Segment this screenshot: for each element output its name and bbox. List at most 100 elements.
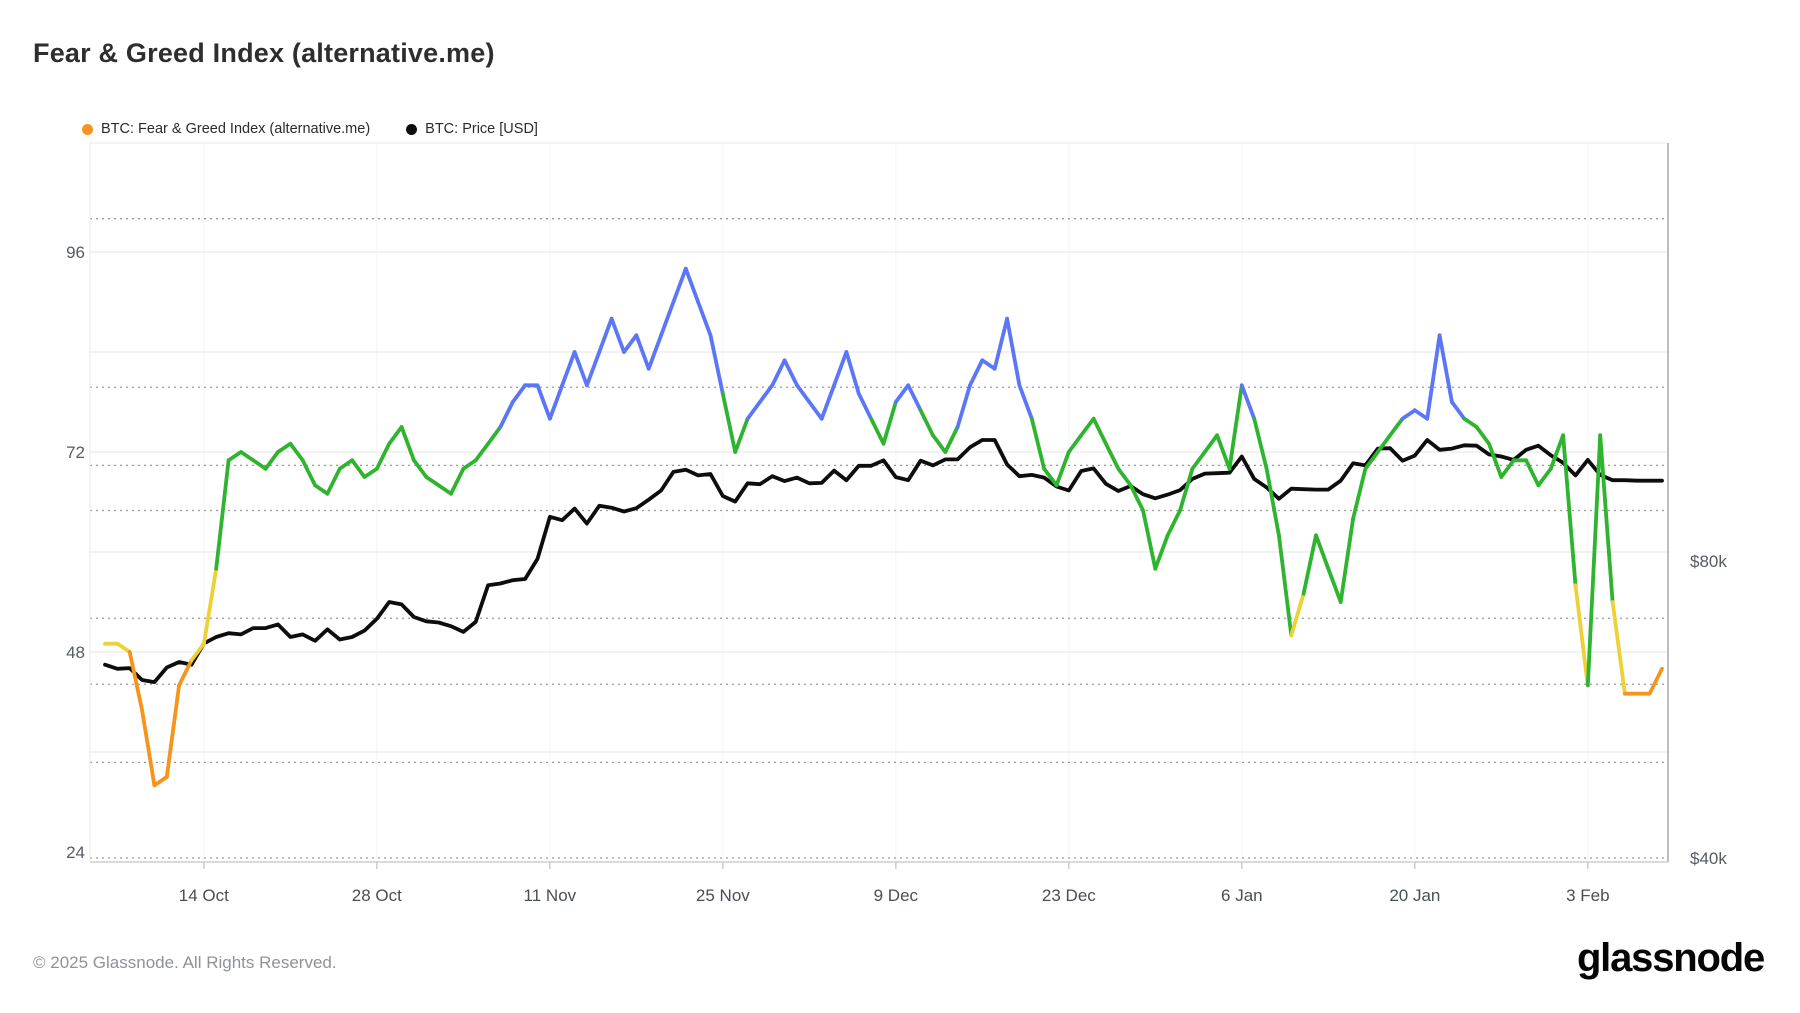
x-axis-label: 14 Oct [179,886,229,905]
fear-greed-segment [992,316,1009,371]
fear-greed-segment [1005,316,1022,388]
fear-greed-segment [856,391,873,421]
plot-border [89,142,1669,863]
fear-greed-segment [1474,425,1491,446]
y-axis-label-right: $40k [1690,849,1727,868]
fear-greed-segment [1178,466,1195,513]
fear-greed-segment [127,650,145,713]
fear-greed-segment [832,350,849,388]
fear-greed-segment [300,458,318,488]
page-title: Fear & Greed Index (alternative.me) [33,38,495,68]
fear-greed-segment [1264,466,1281,538]
fear-greed-segment [1462,416,1479,429]
fear-greed-segment [1301,533,1318,596]
y-axis-label-right: $80k [1690,552,1727,571]
fear-greed-segment [276,441,293,454]
legend-dot-icon [82,123,93,135]
fear-greed-segment [1239,383,1257,421]
copyright-text: © 2025 Glassnode. All Rights Reserved. [33,953,337,972]
fear-greed-segment [1153,533,1170,571]
fear-greed-segment [881,400,898,446]
fear-greed-segment [869,416,886,446]
fear-greed-segment [906,383,923,413]
fear-greed-segment [1548,433,1565,471]
fear-greed-segment [1412,408,1430,421]
y-axis-label-left: 72 [66,443,85,462]
legend-label: BTC: Fear & Greed Index (alternative.me) [101,121,371,137]
fear-greed-segment [214,458,231,571]
fear-greed-segment [745,400,762,421]
fear-greed-segment [1524,458,1541,488]
fear-greed-segment [1029,416,1046,471]
fear-greed-segment [980,358,997,371]
fear-greed-segment [931,433,948,454]
fear-greed-segment [1338,516,1355,604]
fear-greed-segment [486,425,503,446]
fear-greed-segment [770,358,787,388]
x-axis-label: 3 Feb [1566,886,1609,905]
fear-greed-segment [436,483,453,496]
x-axis-label: 25 Nov [696,886,750,905]
legend-dot-icon [406,123,418,135]
fear-greed-segment [238,450,256,463]
x-axis-label: 6 Jan [1221,886,1263,905]
fear-greed-segment [733,416,750,454]
fear-greed-segment [1425,333,1442,421]
fear-greed-segment [1165,508,1182,538]
fear-greed-segment [1277,533,1294,638]
fear-greed-segment [634,333,651,371]
x-axis-label: 28 Oct [352,886,402,905]
fear-greed-segment [560,350,577,388]
fear-greed-segment [1054,450,1071,488]
glassnode-logo[interactable]: glassnode [1576,936,1765,980]
fear-greed-segment [609,316,626,354]
fear-greed-segment [535,383,552,421]
fear-greed-segment [201,566,219,646]
fear-greed-segment [758,383,775,404]
fear-greed-segment [1215,433,1232,471]
fear-greed-segment [548,383,565,421]
fear-greed-segment [1487,441,1504,479]
y-axis-label-left: 96 [66,243,85,262]
legend-item-price[interactable]: BTC: Price [USD] [406,121,538,137]
fear-greed-segment [251,458,268,471]
fear-greed-segment [943,425,960,454]
fear-greed-segment [955,383,972,429]
fear-greed-segment [1079,416,1096,438]
legend-label: BTC: Price [USD] [425,121,538,137]
fear-greed-segment [337,458,355,471]
fear-greed-segment [362,466,379,479]
fear-greed-segment [1141,508,1158,571]
fear-greed-segment [1116,466,1133,488]
y-axis-label-left: 48 [66,643,85,662]
fear-greed-segment [782,358,799,388]
fear-greed-segment [1598,433,1615,604]
fear-greed-segment [1536,466,1553,488]
fear-greed-segment [585,350,602,388]
fear-greed-segment [659,300,676,338]
x-axis-label: 9 Dec [874,886,919,905]
fear-greed-segment [1388,416,1405,438]
legend-item-fear-greed[interactable]: BTC: Fear & Greed Index (alternative.me) [82,121,370,137]
fear-greed-segment [1450,400,1467,421]
fear-greed-segment [1314,533,1331,571]
fear-greed-segment [288,441,305,463]
fear-greed-segment [226,450,243,463]
fear-greed-segment [696,300,713,338]
fear-greed-segment [473,441,491,463]
fear-greed-segment [622,333,639,354]
fear-greed-segment [498,400,515,429]
x-axis-label: 20 Jan [1389,886,1440,905]
fear-greed-segment [918,408,935,438]
fear-greed-segment [1499,458,1516,479]
fear-greed-segment [313,483,330,496]
fear-greed-segment [968,358,985,388]
fear-greed-segment [1647,666,1664,696]
fear-greed-segment [177,658,194,688]
fear-greed-segment [374,441,392,471]
fear-greed-segment [1227,383,1244,471]
fear-greed-segment [1104,441,1121,471]
x-axis-label: 23 Dec [1042,886,1096,905]
